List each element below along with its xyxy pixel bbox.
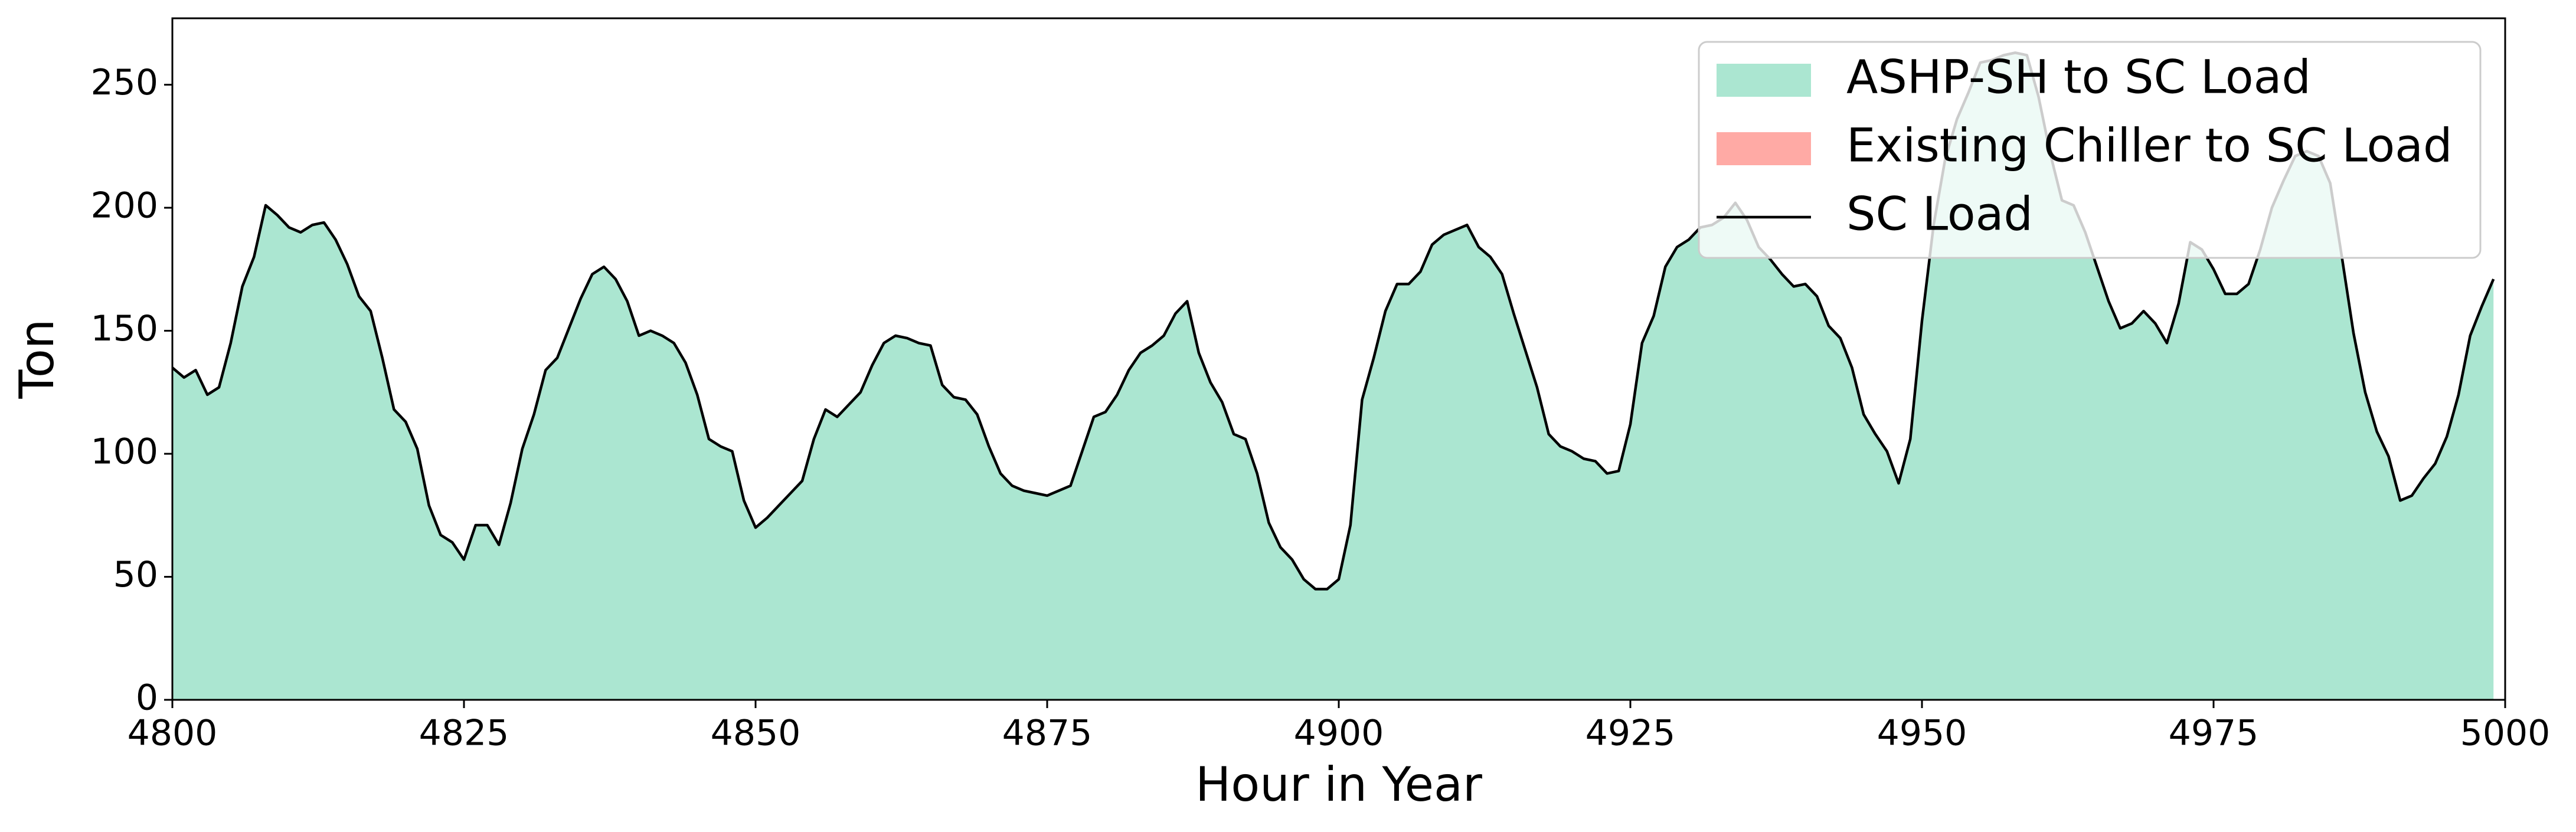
y-tick-label: 100 <box>90 431 158 473</box>
x-tick-label: 4975 <box>2169 713 2259 754</box>
legend-label: Existing Chiller to SC Load <box>1846 119 2453 172</box>
x-tick-label: 4900 <box>1294 713 1384 754</box>
x-tick-label: 4875 <box>1002 713 1093 754</box>
y-tick-label: 50 <box>113 554 158 595</box>
x-tick-label: 4800 <box>128 713 218 754</box>
x-tick-label: 4825 <box>419 713 509 754</box>
legend-label: ASHP-SH to SC Load <box>1846 51 2311 104</box>
legend-swatch <box>1717 132 1811 165</box>
y-tick-label: 200 <box>90 185 158 227</box>
x-axis-label: Hour in Year <box>1195 757 1482 812</box>
y-tick-label: 250 <box>90 62 158 103</box>
area <box>172 53 2494 700</box>
line <box>171 51 2495 591</box>
y-tick-label: 0 <box>136 677 158 719</box>
x-tick-label: 4950 <box>1877 713 1967 754</box>
x-tick-label: 4850 <box>711 713 801 754</box>
legend-swatch <box>1717 64 1811 97</box>
legend: ASHP-SH to SC Load Existing Chiller to SC… <box>1698 41 2482 259</box>
x-tick-label: 5000 <box>2460 713 2551 754</box>
x-tick-label: 4925 <box>1586 713 1676 754</box>
legend-box <box>1698 41 2482 259</box>
y-tick-label: 150 <box>90 308 158 349</box>
legend-label: SC Load <box>1846 188 2033 241</box>
y-axis-label: Ton <box>9 319 64 399</box>
